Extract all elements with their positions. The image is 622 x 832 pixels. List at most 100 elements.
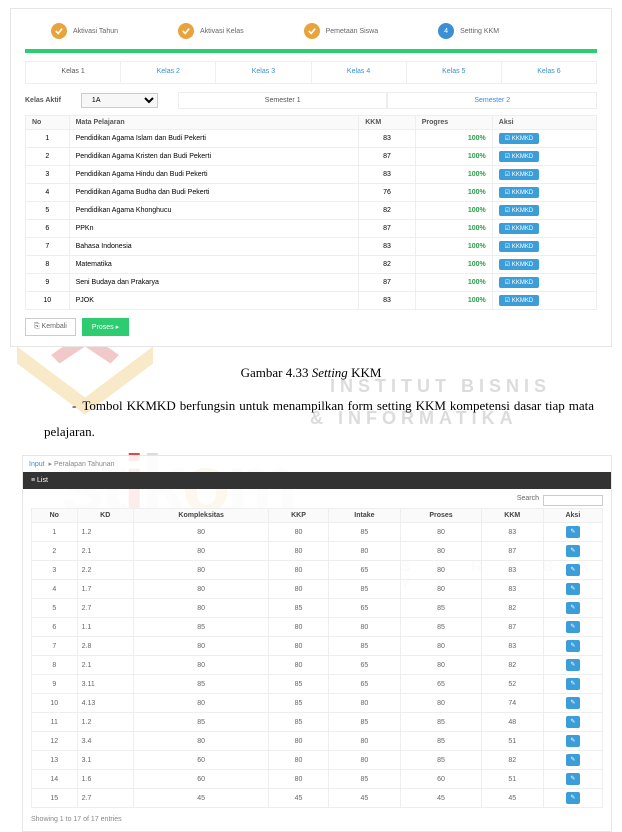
cell-kkp: 85 (269, 713, 328, 732)
cell-proses: 80 (401, 542, 481, 561)
cell-kkm: 82 (481, 656, 543, 675)
cell-komp: 80 (133, 694, 269, 713)
edit-button[interactable]: ✎ (566, 754, 580, 766)
kkmkd-button[interactable]: ☑ KKMKD (499, 241, 539, 252)
cell-proses: 80 (401, 580, 481, 599)
tab-kelas-5[interactable]: Kelas 5 (407, 62, 502, 83)
cell-kkm: 82 (481, 751, 543, 770)
cell-mapel: Pendidikan Agama Kristen dan Budi Pekert… (69, 148, 359, 166)
col-proses[interactable]: Proses (401, 509, 481, 523)
cell-kd: 1.6 (77, 770, 133, 789)
kkmkd-button[interactable]: ☑ KKMKD (499, 151, 539, 162)
cell-kd: 1.2 (77, 523, 133, 542)
edit-button[interactable]: ✎ (566, 621, 580, 633)
cell-kd: 3.11 (77, 675, 133, 694)
cell-progres: 100% (415, 274, 492, 292)
cell-proses: 60 (401, 770, 481, 789)
cell-no: 3 (26, 166, 70, 184)
cell-kkm: 83 (359, 130, 416, 148)
cell-no: 2 (26, 148, 70, 166)
edit-button[interactable]: ✎ (566, 602, 580, 614)
cell-komp: 80 (133, 599, 269, 618)
breadcrumb-item: Peralapan Tahunan (54, 461, 115, 468)
cell-aksi: ✎ (543, 675, 602, 694)
cell-komp: 80 (133, 542, 269, 561)
cell-no: 2 (32, 542, 78, 561)
kkmkd-button[interactable]: ☑ KKMKD (499, 187, 539, 198)
tab-semester-1[interactable]: Semester 1 (178, 92, 388, 109)
cell-intake: 85 (328, 523, 401, 542)
kkmkd-button[interactable]: ☑ KKMKD (499, 223, 539, 234)
col-kkp[interactable]: KKP (269, 509, 328, 523)
cell-kkp: 80 (269, 656, 328, 675)
cell-kkp: 80 (269, 751, 328, 770)
cell-aksi: ✎ (543, 599, 602, 618)
tab-kelas-3[interactable]: Kelas 3 (216, 62, 311, 83)
table-row: 7Bahasa Indonesia83100%☑ KKMKD (26, 238, 597, 256)
cell-kkm: 82 (359, 202, 416, 220)
table-row: 52.78085658582✎ (32, 599, 603, 618)
edit-button[interactable]: ✎ (566, 697, 580, 709)
cell-kkp: 80 (269, 770, 328, 789)
figure-caption: Gambar 4.33 Setting KKM (0, 365, 622, 381)
cell-mapel: Pendidikan Agama Budha dan Budi Pekerti (69, 184, 359, 202)
kelas-aktif-select[interactable]: 1A (81, 93, 158, 108)
cell-no: 8 (26, 256, 70, 274)
col-komp[interactable]: Kompleksitas (133, 509, 269, 523)
edit-button[interactable]: ✎ (566, 564, 580, 576)
edit-button[interactable]: ✎ (566, 773, 580, 785)
kembali-button[interactable]: ⎘ Kembali (25, 318, 76, 336)
edit-button[interactable]: ✎ (566, 659, 580, 671)
edit-button[interactable]: ✎ (566, 792, 580, 804)
col-kkm[interactable]: KKM (481, 509, 543, 523)
cell-kkm: 74 (481, 694, 543, 713)
cell-komp: 60 (133, 751, 269, 770)
edit-button[interactable]: ✎ (566, 678, 580, 690)
kkmkd-button[interactable]: ☑ KKMKD (499, 169, 539, 180)
search-label: Search (517, 495, 539, 506)
cell-progres: 100% (415, 292, 492, 310)
cell-kd: 1.7 (77, 580, 133, 599)
col-no[interactable]: No (32, 509, 78, 523)
kkmkd-button[interactable]: ☑ KKMKD (499, 205, 539, 216)
table-footer: Showing 1 to 17 of 17 entries (23, 812, 611, 831)
tab-kelas-6[interactable]: Kelas 6 (502, 62, 596, 83)
edit-button[interactable]: ✎ (566, 583, 580, 595)
edit-button[interactable]: ✎ (566, 716, 580, 728)
table-row: 111.28585858548✎ (32, 713, 603, 732)
search-input[interactable] (543, 495, 603, 506)
edit-button[interactable]: ✎ (566, 735, 580, 747)
cell-kkm: 83 (481, 580, 543, 599)
table-row: 1Pendidikan Agama Islam dan Budi Pekerti… (26, 130, 597, 148)
col-kd[interactable]: KD (77, 509, 133, 523)
kkmkd-button[interactable]: ☑ KKMKD (499, 295, 539, 306)
table-row: 123.48080808551✎ (32, 732, 603, 751)
kkmkd-button[interactable]: ☑ KKMKD (499, 133, 539, 144)
cell-intake: 80 (328, 732, 401, 751)
col-intake[interactable]: Intake (328, 509, 401, 523)
cell-kd: 2.1 (77, 542, 133, 561)
edit-button[interactable]: ✎ (566, 640, 580, 652)
breadcrumb-input[interactable]: Input (29, 461, 45, 468)
kkmkd-button[interactable]: ☑ KKMKD (499, 277, 539, 288)
cell-progres: 100% (415, 148, 492, 166)
tab-semester-2[interactable]: Semester 2 (387, 92, 597, 109)
kkmkd-button[interactable]: ☑ KKMKD (499, 259, 539, 270)
cell-intake: 65 (328, 599, 401, 618)
cell-kkp: 80 (269, 561, 328, 580)
cell-intake: 45 (328, 789, 401, 808)
cell-mapel: Pendidikan Agama Khonghucu (69, 202, 359, 220)
tab-kelas-1[interactable]: Kelas 1 (26, 62, 121, 83)
cell-no: 1 (26, 130, 70, 148)
edit-button[interactable]: ✎ (566, 545, 580, 557)
col-aksi[interactable]: Aksi (543, 509, 602, 523)
tab-kelas-4[interactable]: Kelas 4 (312, 62, 407, 83)
check-icon (178, 23, 194, 39)
cell-aksi: ☑ KKMKD (492, 238, 596, 256)
proses-button[interactable]: Proses ▸ (82, 318, 129, 336)
tab-kelas-2[interactable]: Kelas 2 (121, 62, 216, 83)
cell-komp: 45 (133, 789, 269, 808)
cell-mapel: PJOK (69, 292, 359, 310)
edit-button[interactable]: ✎ (566, 526, 580, 538)
cell-aksi: ✎ (543, 694, 602, 713)
